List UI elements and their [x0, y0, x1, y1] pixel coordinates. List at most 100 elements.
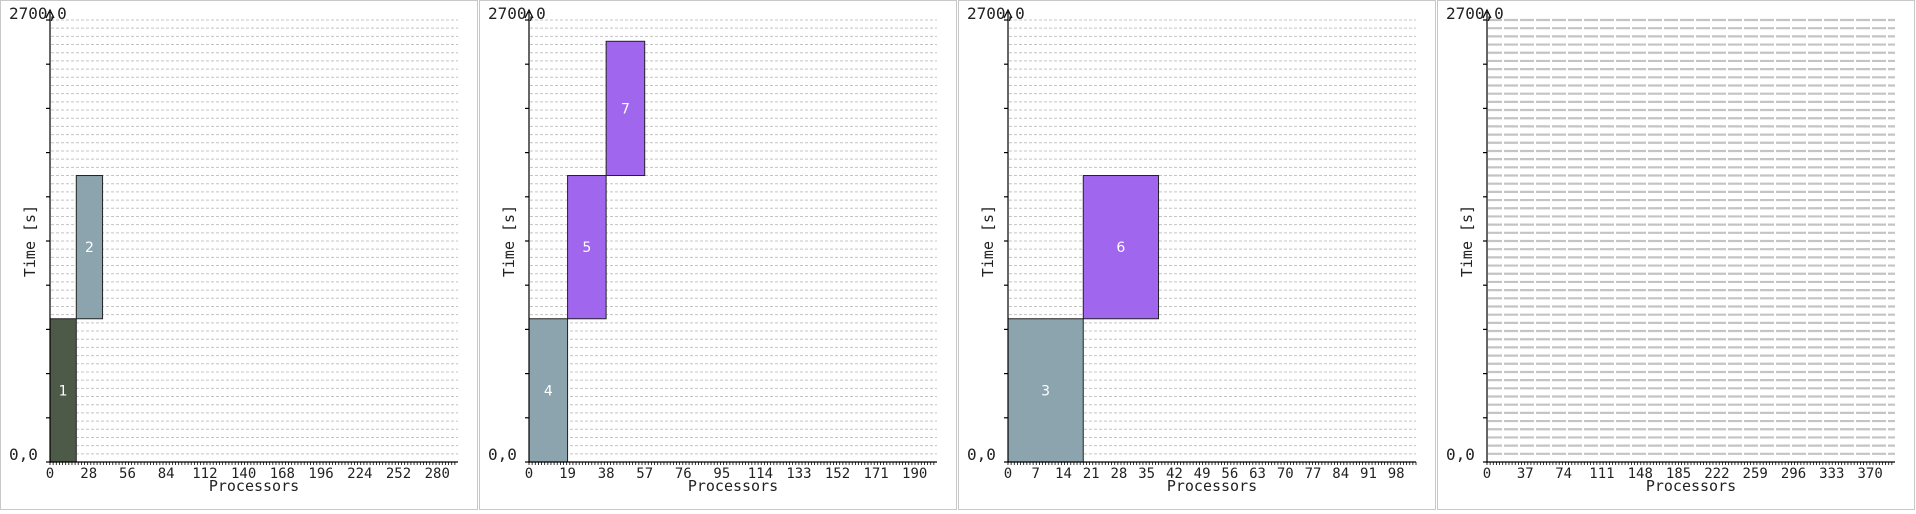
x-tick-label: 95 [713, 466, 730, 482]
x-tick-label: 98 [1388, 466, 1405, 482]
x-tick-label: 133 [786, 466, 811, 482]
x-tick-label: 152 [825, 466, 850, 482]
x-tick-label: 42 [1166, 466, 1183, 482]
x-tick-label: 168 [270, 466, 295, 482]
panel-border [958, 0, 1436, 510]
x-tick-label: 259 [1743, 466, 1768, 482]
x-tick-label: 0 [525, 466, 533, 482]
x-axis-label: Processors [209, 477, 299, 495]
chart-panel-1: 1 2 0 28 56 84 112 140 168 196 224 252 280 2700,0 0,0 P… [0, 0, 478, 510]
x-tick-label: 76 [675, 466, 692, 482]
job-bar-5 [567, 175, 607, 320]
x-tick-label: 28 [1110, 466, 1127, 482]
panel-border [479, 0, 957, 510]
gantt-chart-3: 360 7 14 21 28 35 42 49 56 63 70 77 84 91 982700,00,0P… [958, 0, 1436, 510]
x-tick-label: 196 [308, 466, 333, 482]
job-label-5: 5 [582, 240, 591, 256]
grid [1488, 18, 1895, 455]
x-tick-label: 370 [1857, 466, 1882, 482]
jobs: 4 5 7 [528, 40, 646, 463]
y-axis-arrow [45, 8, 55, 19]
x-tick-label: 77 [1305, 466, 1322, 482]
x-tick-label: 70 [1277, 466, 1294, 482]
y-axis-label: Time [s] [1458, 205, 1476, 277]
x-tick-label: 222 [1704, 466, 1729, 482]
job-bar-1 [49, 318, 77, 463]
job-label-1: 1 [59, 383, 68, 399]
panel-border [1437, 0, 1915, 510]
x-tick-label: 224 [347, 466, 372, 482]
x-tick-label: 37 [1517, 466, 1534, 482]
gantt-chart-1: 120 28 56 84 112 140 168 196 224 252 2802700,00,0P… [0, 0, 478, 510]
x-tick-label: 14 [1055, 466, 1072, 482]
jobs: 12 [49, 175, 104, 463]
x-tick-label: 84 [158, 466, 175, 482]
y-axis-label: Time [s] [21, 205, 39, 277]
job-bar-2 [75, 175, 104, 320]
y-axis-label: Time [s] [979, 205, 997, 277]
x-tick-label: 111 [1589, 466, 1614, 482]
x-minor-ticks [1007, 462, 1417, 465]
y-axis-arrow [524, 8, 534, 19]
job-label-4: 4 [544, 383, 553, 399]
x-minor-ticks [1486, 462, 1893, 465]
x-tick-label: 56 [1221, 466, 1238, 482]
y-axis-arrow [1003, 8, 1013, 19]
y-max-label: 2700,0 [1446, 4, 1504, 23]
x-tick-label: 0 [1483, 466, 1491, 482]
x-tick-label: 148 [1628, 466, 1653, 482]
y-max-label: 2700,0 [488, 4, 546, 23]
x-tick-label: 19 [559, 466, 576, 482]
x-tick-label: 190 [902, 466, 927, 482]
x-tick-label: 35 [1138, 466, 1155, 482]
job-bar-7 [605, 40, 646, 177]
job-label-7: 7 [621, 101, 630, 117]
chart-panel-2: 4 5 7 0 19 38 57 76 95 114 133 152 171 190 2700,0 0,0 Pr… [479, 0, 957, 510]
x-tick-label: 114 [748, 466, 773, 482]
x-tick-label: 84 [1332, 466, 1349, 482]
y-min-label: 0,0 [1446, 445, 1475, 464]
x-tick-label: 21 [1083, 466, 1100, 482]
x-tick-label: 7 [1032, 466, 1040, 482]
jobs: 36 [1007, 175, 1160, 463]
job-label-6: 6 [1116, 240, 1125, 256]
chart-panel-4: 0 37 74 111 148 185 222 259 296 333 370 2700,0 0,0 Pr… [1437, 0, 1915, 510]
x-minor-ticks [528, 462, 935, 465]
x-tick-label: 333 [1819, 466, 1844, 482]
y-min-label: 0,0 [9, 445, 38, 464]
job-label-2: 2 [85, 240, 94, 256]
job-label-3: 3 [1041, 383, 1050, 399]
x-tick-label: 49 [1194, 466, 1211, 482]
x-axis-label: Processors [1167, 477, 1257, 495]
x-tick-label: 57 [636, 466, 653, 482]
x-tick-label: 171 [863, 466, 888, 482]
x-tick-label: 28 [80, 466, 97, 482]
x-tick-label: 252 [386, 466, 411, 482]
x-tick-label: 63 [1249, 466, 1266, 482]
x-axis-label: Processors [688, 477, 778, 495]
y-axis-label: Time [s] [500, 205, 518, 277]
y-max-label: 2700,0 [967, 4, 1025, 23]
y-min-label: 0,0 [967, 445, 996, 464]
gantt-chart-4: 0 37 74 111 148 185 222 259 296 333 370 2700,0 0,0 Pr… [1437, 0, 1915, 510]
x-tick-label: 56 [119, 466, 136, 482]
x-tick-label: 38 [598, 466, 615, 482]
x-tick-label: 0 [46, 466, 54, 482]
grid [51, 19, 458, 455]
x-minor-ticks [49, 462, 456, 465]
x-tick-label: 0 [1004, 466, 1012, 482]
job-bar-6 [1082, 175, 1160, 320]
x-tick-label: 185 [1666, 466, 1691, 482]
x-tick-label: 112 [192, 466, 217, 482]
x-axis-label: Processors [1646, 477, 1736, 495]
y-min-label: 0,0 [488, 445, 517, 464]
x-tick-label: 91 [1360, 466, 1377, 482]
x-tick-label: 74 [1555, 466, 1572, 482]
x-tick-label: 280 [425, 466, 450, 482]
panel-border [0, 0, 478, 510]
chart-panel-3: 3 6 0 7 14 21 28 35 42 49 56 63 70 77 84 91 98 2700,0 0,0 P… [958, 0, 1436, 510]
x-tick-label: 296 [1781, 466, 1806, 482]
x-tick-label: 140 [231, 466, 256, 482]
